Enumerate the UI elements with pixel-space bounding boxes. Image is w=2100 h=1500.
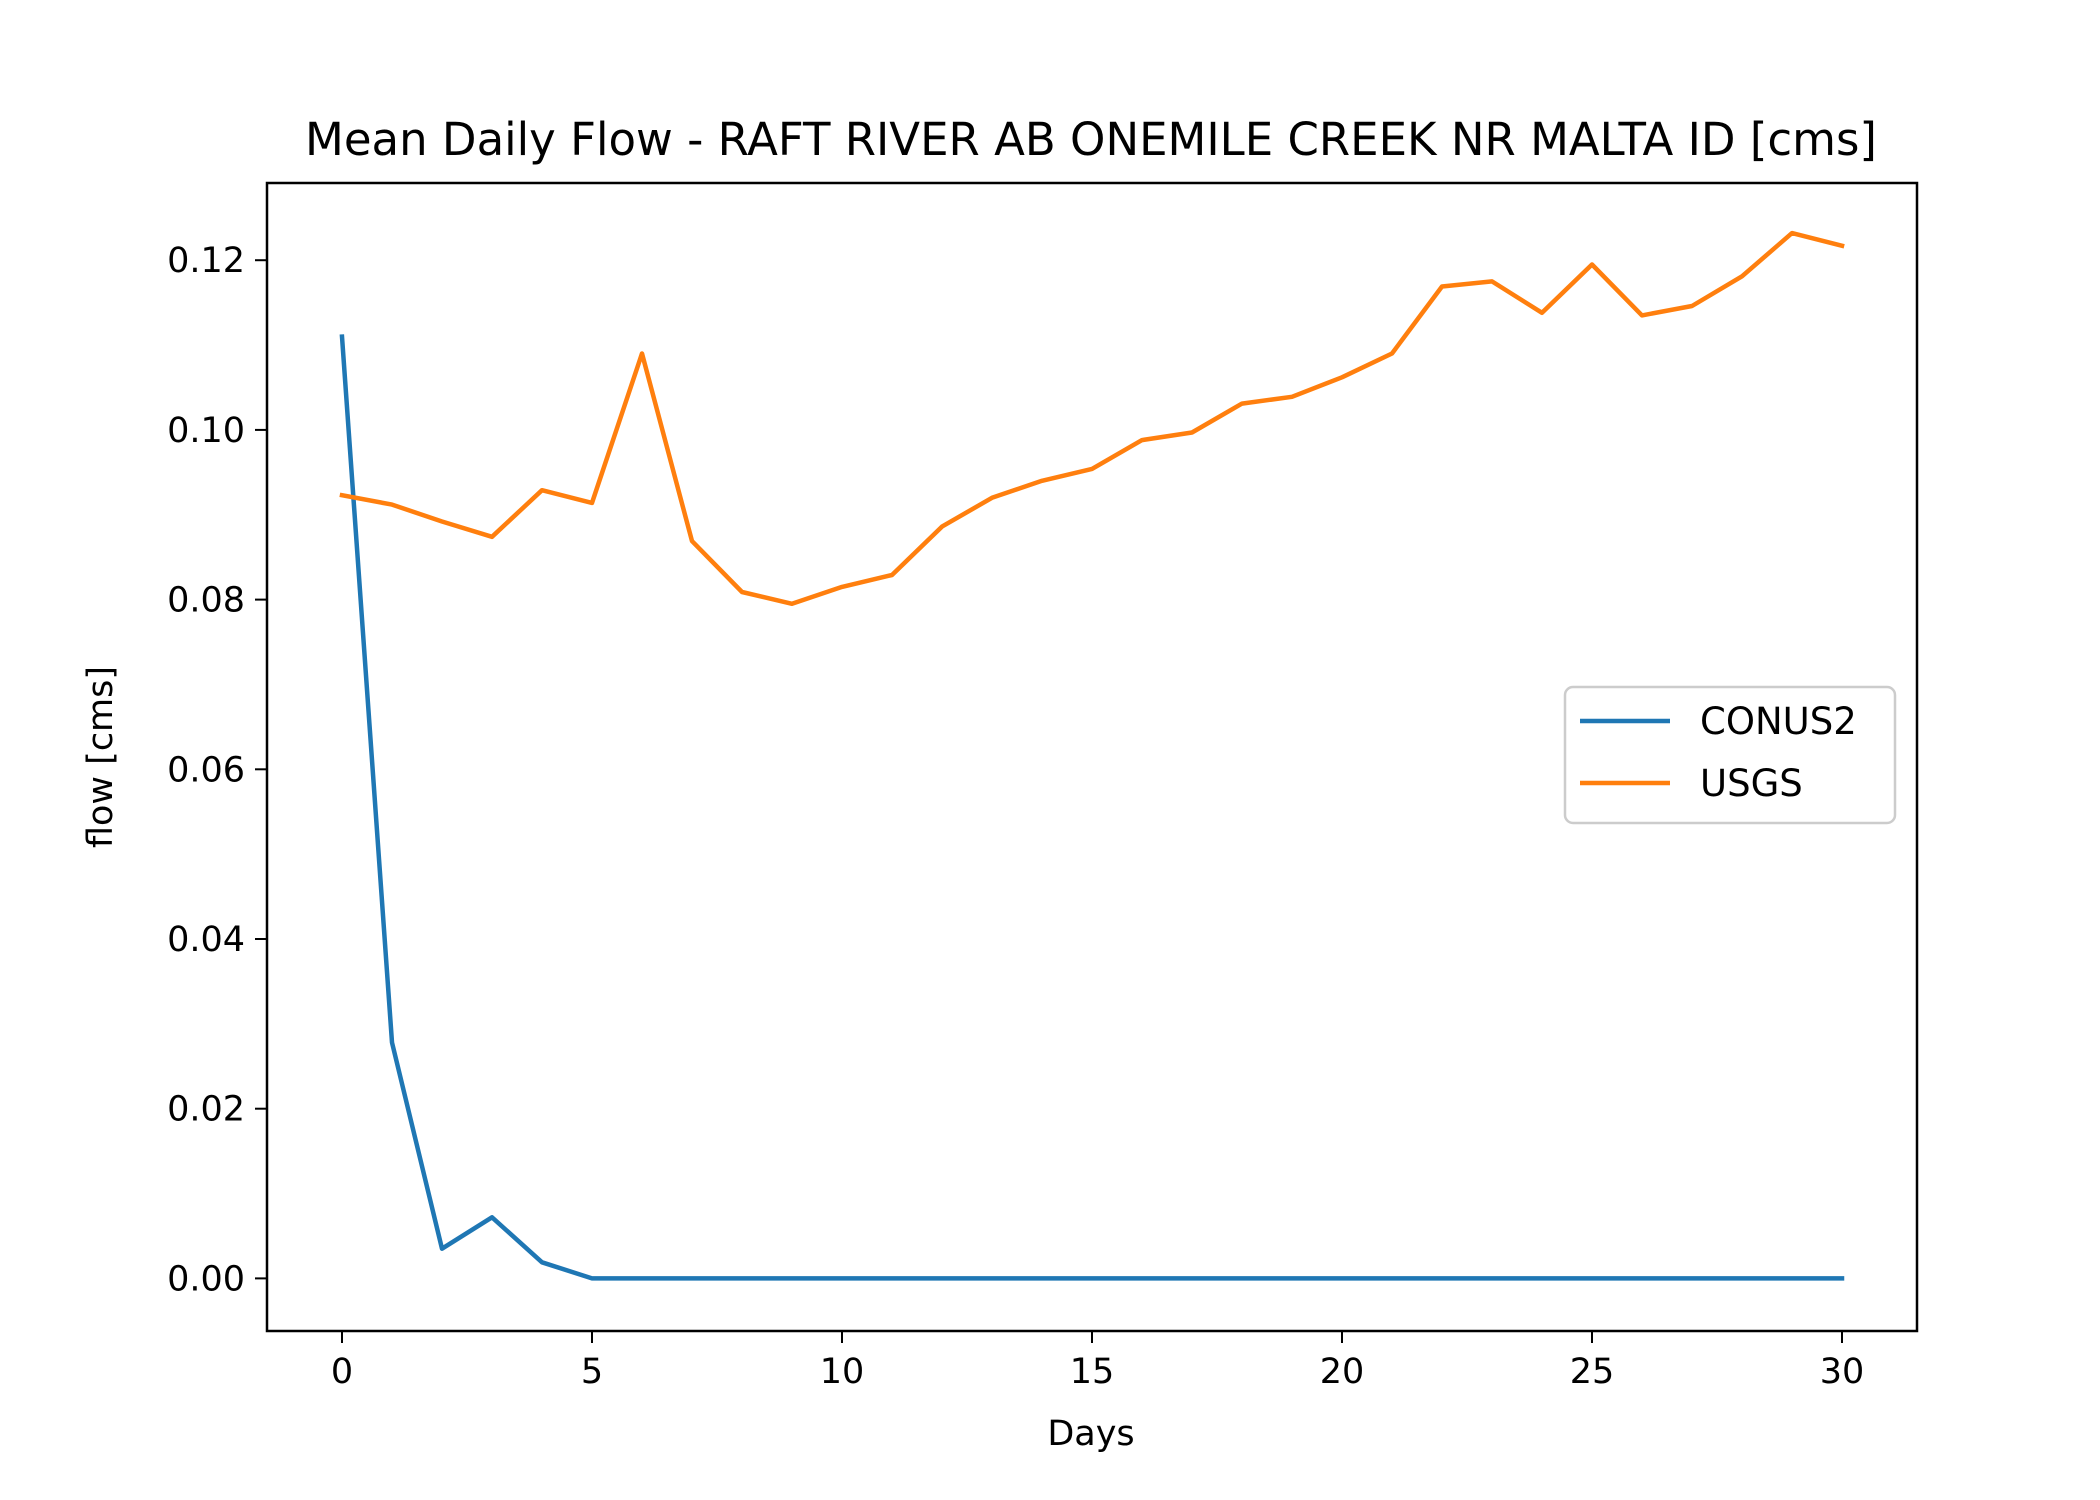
x-tick-label: 30 (1820, 1352, 1865, 1392)
x-tick-label: 0 (331, 1352, 353, 1392)
series-line-conus2 (339, 334, 1845, 1281)
x-tick-label: 5 (581, 1352, 603, 1392)
y-tick-label: 0.02 (167, 1090, 245, 1130)
y-tick-label: 0.12 (167, 241, 245, 281)
y-tick-label: 0.06 (167, 750, 245, 790)
legend: CONUS2 USGS (1563, 685, 1897, 825)
x-axis-label: Days (1047, 1414, 1134, 1454)
x-tick-label: 25 (1570, 1352, 1615, 1392)
chart-title: Mean Daily Flow - RAFT RIVER AB ONEMILE … (305, 113, 1877, 166)
plot-lines (339, 230, 1845, 1281)
y-tick-label: 0.10 (167, 411, 245, 451)
x-tick-label: 15 (1070, 1352, 1115, 1392)
y-tick-label: 0.08 (167, 581, 245, 621)
legend-label-conus2: CONUS2 (1700, 700, 1857, 743)
y-tick-label: 0.04 (167, 920, 245, 960)
x-tick-label: 20 (1320, 1352, 1365, 1392)
x-axis-ticks: 0 5 10 15 20 25 30 (331, 1331, 1864, 1392)
y-axis-ticks: 0.00 0.02 0.04 0.06 0.08 0.10 0.12 (167, 241, 267, 1299)
y-axis-label: flow [cms] (81, 666, 121, 848)
series-line-usgs (339, 230, 1845, 607)
x-tick-label: 10 (820, 1352, 865, 1392)
y-tick-label: 0.00 (167, 1259, 245, 1299)
legend-label-usgs: USGS (1700, 762, 1803, 805)
